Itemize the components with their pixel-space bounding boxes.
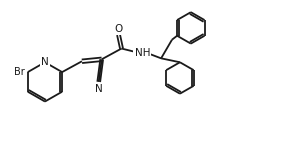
Text: Br: Br xyxy=(13,67,24,77)
Text: NH: NH xyxy=(135,49,150,58)
Text: O: O xyxy=(114,24,123,34)
Text: N: N xyxy=(41,57,49,67)
Text: N: N xyxy=(95,84,103,94)
